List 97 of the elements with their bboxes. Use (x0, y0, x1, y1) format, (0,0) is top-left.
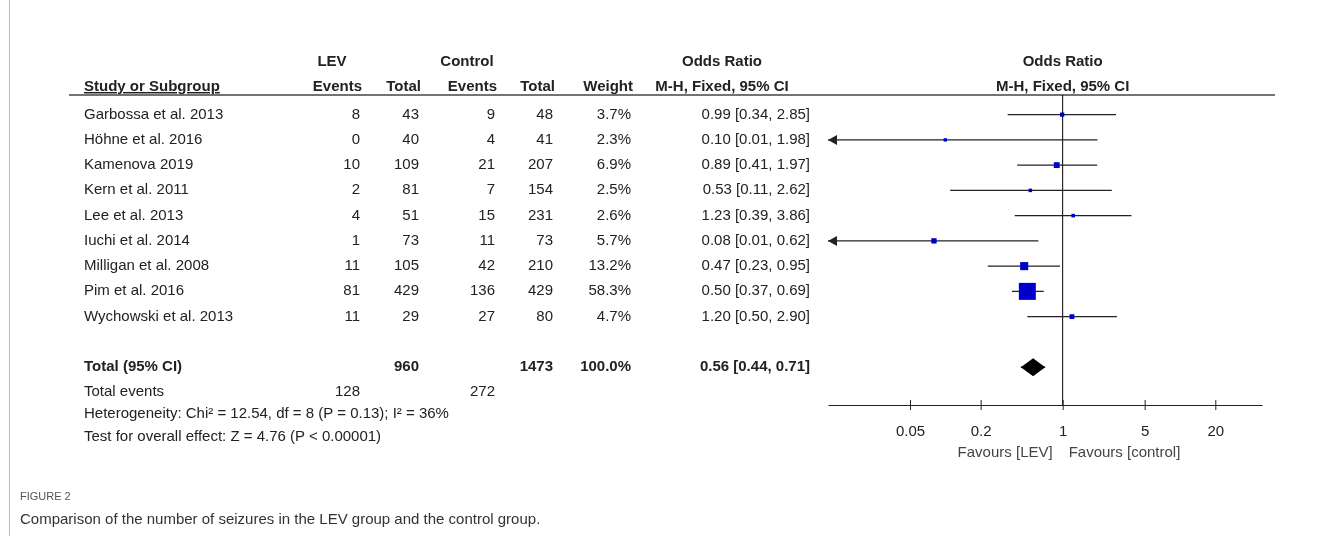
text: 0.99 [0.34, 2.85] (701, 104, 810, 122)
text: 960 (393, 357, 419, 375)
text: 2 (351, 180, 360, 198)
text: Heterogeneity: Chi² = 12.54, df = 8 (P = 0.13); I² = 36% (84, 403, 449, 421)
text: 8 (351, 104, 360, 122)
text: Favours [control] (1068, 442, 1181, 460)
text: 0.56 [0.44, 0.71] (699, 357, 810, 375)
text: 73 (402, 230, 419, 248)
text: 15 (478, 205, 495, 223)
text: 100.0% (580, 357, 631, 375)
text: 0 (351, 129, 360, 147)
text: 1 (351, 230, 360, 248)
text: 429 (527, 281, 553, 299)
text: 51 (402, 205, 419, 223)
category-label: Total (386, 76, 421, 94)
chart-subtitle: M-H, Fixed, 95% CI (995, 76, 1130, 94)
text: 40 (402, 129, 419, 147)
text: 5.7% (596, 230, 631, 248)
x-tick-label: 0.2 (970, 421, 992, 439)
text: 0.53 [0.11, 2.62] (702, 180, 810, 198)
category-label: Total (520, 76, 555, 94)
text: 11 (479, 230, 495, 248)
text: 21 (478, 155, 495, 173)
text: 43 (402, 104, 419, 122)
x-tick-label: 5 (1141, 421, 1150, 439)
category-label: Iuchi et al. 2014 (84, 230, 190, 248)
text: 10 (343, 155, 360, 173)
caption: FIGURE 2 (20, 489, 71, 502)
text: 58.3% (588, 281, 631, 299)
category-label: Total (95% CI) (84, 357, 183, 375)
category-label: Weight (583, 76, 633, 94)
category-label: Höhne et al. 2016 (84, 129, 203, 147)
text: LEV (317, 51, 347, 69)
text: Test for overall effect: Z = 4.76 (P < 0.00001) (84, 426, 382, 444)
point (1020, 262, 1029, 271)
x-tick-label: 1 (1058, 421, 1068, 439)
text: Study or Subgroup (84, 76, 220, 94)
text: 109 (393, 155, 419, 173)
category-label: Total events (84, 382, 165, 400)
text: 7 (486, 180, 495, 198)
text: 0.10 [0.01, 1.98] (701, 129, 810, 147)
text: 3.7% (596, 104, 631, 122)
category-label: Lee et al. 2013 (84, 205, 184, 223)
text: Control (440, 51, 494, 69)
text: 11 (344, 306, 360, 324)
category-label: Milligan et al. 2008 (84, 256, 210, 274)
text: 272 (469, 382, 495, 400)
text: 13.2% (588, 256, 631, 274)
category-label: M-H, Fixed, 95% CI (655, 76, 789, 94)
category-label: Kamenova 2019 (84, 155, 194, 173)
text: 11 (344, 256, 360, 274)
text: Favours [LEV] (957, 442, 1053, 460)
chart-title: Odds Ratio (1022, 51, 1103, 69)
text: 9 (486, 104, 495, 122)
text: 128 (334, 382, 360, 400)
text: 136 (469, 281, 495, 299)
text: Odds Ratio (681, 51, 763, 69)
text: 429 (393, 281, 419, 299)
text: 4 (486, 129, 495, 147)
point (1060, 112, 1065, 117)
text: 0.89 [0.41, 1.97] (701, 155, 810, 173)
text: 29 (402, 306, 419, 324)
text: Comparison of the number of seizures in the LEV group and the control group. (20, 509, 541, 527)
text: 105 (393, 256, 419, 274)
text: 1473 (519, 357, 553, 375)
text: 2.3% (596, 129, 631, 147)
point (1053, 162, 1060, 169)
text: 48 (536, 104, 553, 122)
text: 231 (527, 205, 553, 223)
text: 0.47 [0.23, 0.95] (701, 256, 810, 274)
text: 210 (527, 256, 553, 274)
text: 27 (478, 306, 495, 324)
text: 42 (478, 256, 495, 274)
category-label: Kern et al. 2011 (84, 180, 189, 198)
text: 4.7% (596, 306, 631, 324)
text: 2.6% (596, 205, 631, 223)
text: 207 (527, 155, 553, 173)
text: 41 (536, 129, 553, 147)
category-label: Pim et al. 2016 (84, 281, 185, 299)
text: 0.08 [0.01, 0.62] (701, 230, 810, 248)
category-label: Garbossa et al. 2013 (84, 104, 224, 122)
text: 0.50 [0.37, 0.69] (701, 281, 810, 299)
text: 4 (351, 205, 360, 223)
text: 73 (536, 230, 553, 248)
text: 81 (343, 281, 360, 299)
text: 1.23 [0.39, 3.86] (701, 205, 810, 223)
text: 1.20 [0.50, 2.90] (701, 306, 810, 324)
category-label: Events (312, 76, 362, 94)
text: 81 (402, 180, 419, 198)
x-tick-label: 20 (1207, 421, 1225, 439)
text: 80 (536, 306, 553, 324)
text: 154 (527, 180, 553, 198)
text: 2.5% (596, 180, 631, 198)
text: 6.9% (596, 155, 631, 173)
x-tick-label: 0.05 (895, 421, 926, 439)
category-label: Wychowski et al. 2013 (84, 306, 234, 324)
category-label: Events (447, 76, 497, 94)
